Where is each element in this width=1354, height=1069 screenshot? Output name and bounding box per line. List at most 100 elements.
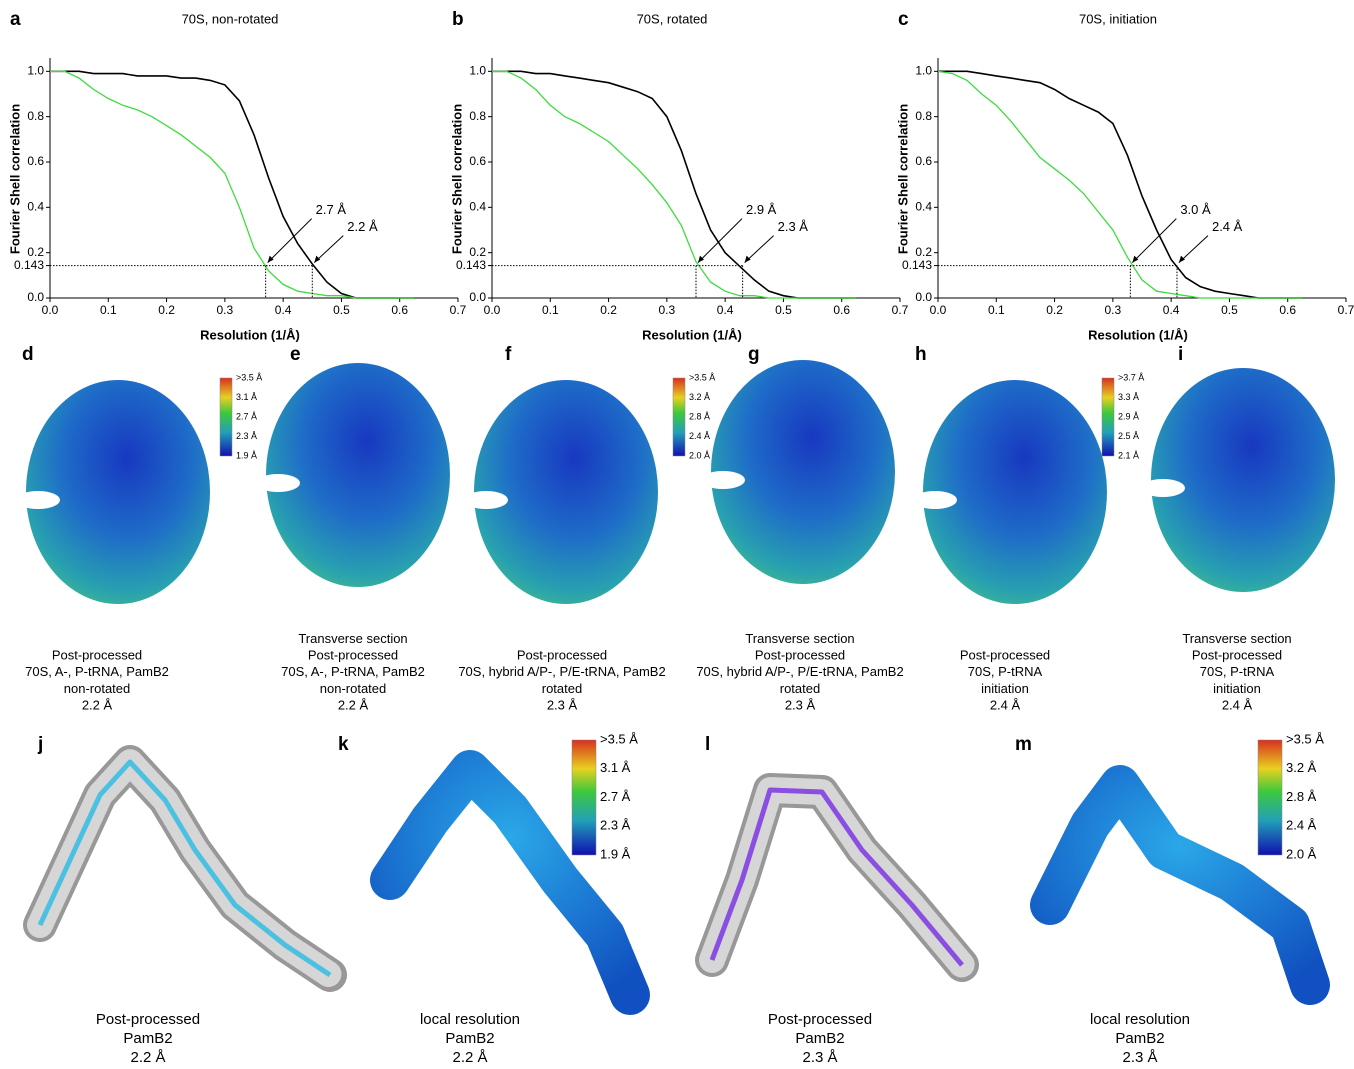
annotation: 2.3 Å: [778, 219, 809, 234]
y-tick-label: 1.0: [915, 64, 932, 78]
local-resolution-map: [1030, 765, 1330, 1005]
caption-line: 2.2 Å: [130, 1049, 165, 1066]
fsc-curve: [937, 70, 1303, 299]
colorbar-label: 1.9 Å: [236, 450, 257, 460]
annotation-arrow: [267, 218, 313, 263]
colorbar-label: 3.2 Å: [1286, 760, 1317, 775]
colorbar-label: 3.1 Å: [600, 760, 631, 775]
panel-letter: d: [22, 344, 34, 365]
ribosome-cleft: [256, 474, 300, 492]
ribosome-map: [1151, 368, 1335, 592]
caption-line: Post-processed: [768, 1011, 872, 1028]
chart-title: 70S, non-rotated: [182, 11, 279, 26]
ribosome-map: [266, 363, 450, 587]
x-tick-label: 0.0: [484, 303, 501, 317]
caption-line: rotated: [542, 681, 582, 696]
x-tick-label: 0.4: [717, 303, 734, 317]
x-tick-label: 0.2: [600, 303, 617, 317]
panel-letter: k: [338, 734, 349, 755]
y-tick-label: 1.0: [469, 64, 486, 78]
y-tick-label: 0.2: [469, 245, 486, 259]
annotation-arrow: [697, 218, 743, 263]
panel-letter: e: [290, 344, 301, 365]
y-axis-label: Fourier Shell correlation: [7, 104, 22, 254]
caption-line: Post-processed: [960, 648, 1050, 663]
x-axis-label: Resolution (1/Å): [642, 327, 742, 342]
colorbar: [1257, 739, 1283, 856]
y-tick-label: 0.0: [915, 290, 932, 304]
caption-line: Transverse section: [745, 631, 854, 646]
colorbar-label: 3.1 Å: [236, 392, 257, 402]
colorbar: [571, 739, 597, 856]
colorbar-label: 2.5 Å: [1118, 431, 1139, 441]
annotation-arrow: [313, 235, 344, 263]
arrow-head: [744, 255, 751, 263]
panel-letter: b: [452, 9, 464, 30]
x-tick-label: 0.0: [42, 303, 59, 317]
caption-line: 70S, A-, P-tRNA, PamB2: [25, 664, 169, 679]
caption-line: Post-processed: [517, 648, 607, 663]
colorbar-label: 2.8 Å: [689, 411, 710, 421]
y-tick-label: 0.8: [469, 109, 486, 123]
atomic-model: [709, 787, 964, 967]
annotation: 2.4 Å: [1212, 219, 1243, 234]
panel-letter: j: [37, 734, 43, 755]
annotation: 2.9 Å: [746, 202, 777, 217]
x-tick-label: 0.3: [659, 303, 676, 317]
y-tick-label: 0.143: [902, 258, 932, 272]
x-tick-label: 0.5: [775, 303, 792, 317]
caption-line: non-rotated: [64, 681, 131, 696]
colorbar-label: >3.5 Å: [1286, 731, 1324, 746]
atomic-model: [37, 759, 332, 978]
x-tick-label: 0.6: [391, 303, 408, 317]
caption-line: Transverse section: [298, 631, 407, 646]
caption-line: initiation: [981, 681, 1029, 696]
arrow-head: [1132, 255, 1139, 263]
caption-line: PamB2: [795, 1030, 844, 1047]
ribosome-map: [923, 380, 1107, 604]
colorbar: [219, 377, 233, 457]
caption-line: Post-processed: [308, 648, 398, 663]
caption-line: Post-processed: [755, 648, 845, 663]
panel-letter: l: [705, 734, 710, 755]
local-resolution-map: [370, 750, 650, 1015]
x-axis-label: Resolution (1/Å): [1088, 327, 1188, 342]
ribosome-cleft: [464, 491, 508, 509]
caption-line: 70S, A-, P-tRNA, PamB2: [281, 664, 425, 679]
x-tick-label: 0.2: [1046, 303, 1063, 317]
colorbar-label: 2.7 Å: [236, 411, 257, 421]
ribosome-map: [474, 380, 658, 604]
panel-letter: i: [1178, 344, 1183, 365]
arrow-head: [267, 255, 274, 263]
caption-line: 70S, P-tRNA: [968, 664, 1043, 679]
caption-line: 70S, hybrid A/P-, P/E-tRNA, PamB2: [696, 664, 903, 679]
colorbar-label: 1.9 Å: [600, 846, 631, 861]
caption-line: Post-processed: [52, 648, 142, 663]
caption-line: 2.3 Å: [785, 697, 816, 712]
caption-line: 70S, hybrid A/P-, P/E-tRNA, PamB2: [458, 664, 665, 679]
caption-line: Post-processed: [1192, 648, 1282, 663]
x-tick-label: 0.3: [217, 303, 234, 317]
colorbar-label: >3.5 Å: [689, 372, 715, 382]
x-tick-label: 0.1: [988, 303, 1005, 317]
x-tick-label: 0.4: [1163, 303, 1180, 317]
caption-line: Transverse section: [1182, 631, 1291, 646]
ribosome-cleft: [913, 491, 957, 509]
y-tick-label: 0.0: [27, 290, 44, 304]
caption-line: 2.2 Å: [82, 697, 113, 712]
caption-line: initiation: [1213, 681, 1261, 696]
y-tick-label: 0.8: [915, 109, 932, 123]
arrow-head: [698, 255, 704, 263]
caption-line: PamB2: [445, 1030, 494, 1047]
ribosome-cleft: [16, 491, 60, 509]
x-tick-label: 0.6: [833, 303, 850, 317]
caption-line: 2.3 Å: [802, 1049, 837, 1066]
x-tick-label: 0.2: [158, 303, 175, 317]
annotation-arrow: [1131, 218, 1177, 263]
fsc-curve: [492, 70, 857, 299]
annotation: 2.2 Å: [347, 219, 378, 234]
chart-title: 70S, rotated: [637, 11, 708, 26]
ribosome-map: [711, 360, 895, 584]
y-tick-label: 0.4: [915, 200, 932, 214]
